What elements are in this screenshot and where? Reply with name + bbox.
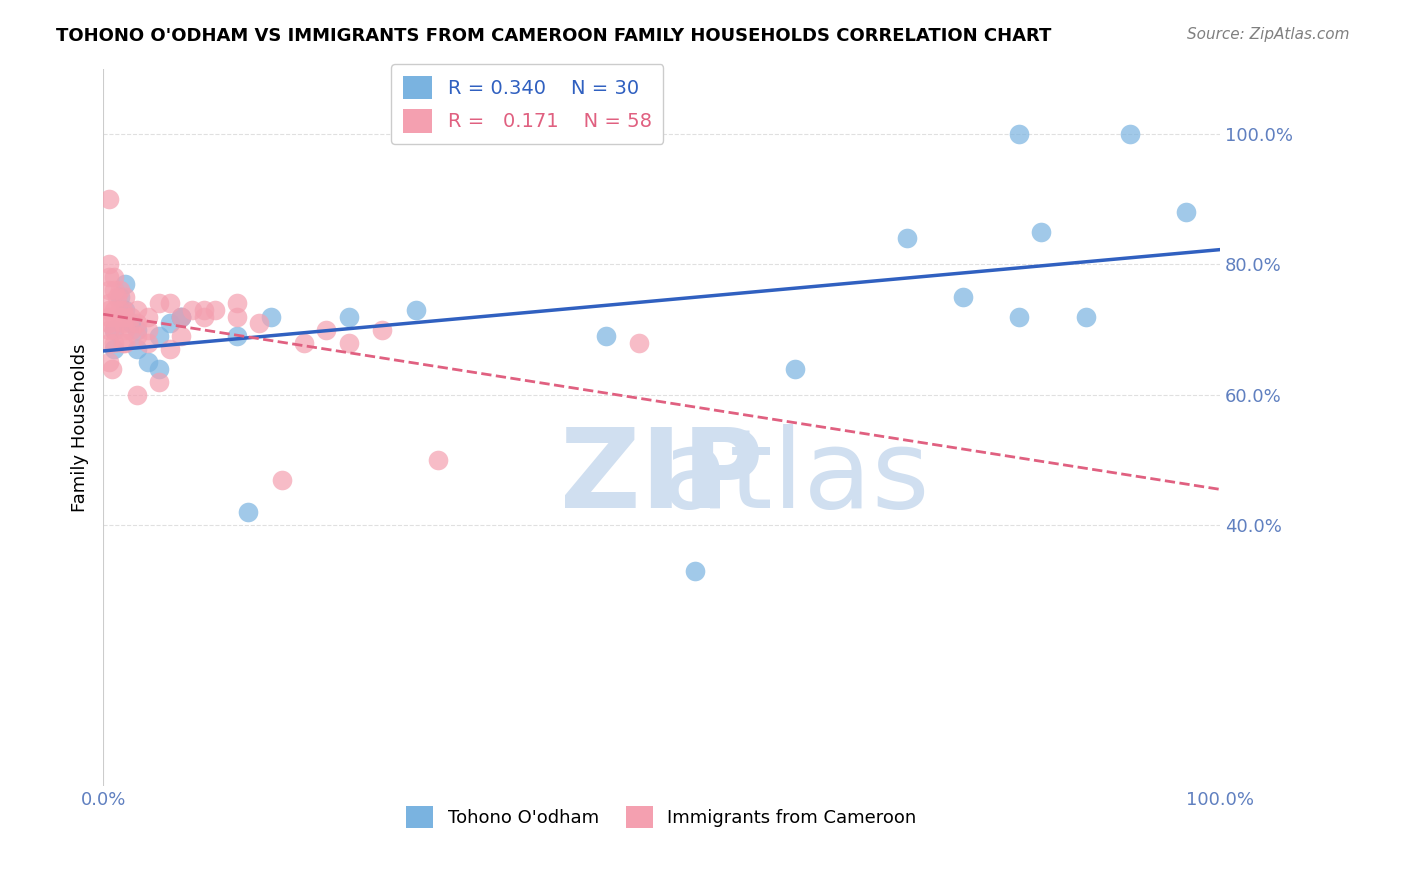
Point [97, 303, 120, 318]
Point [1008, 127, 1031, 141]
Text: TOHONO O'ODHAM VS IMMIGRANTS FROM CAMEROON FAMILY HOUSEHOLDS CORRELATION CHART: TOHONO O'ODHAM VS IMMIGRANTS FROM CAMERO… [56, 27, 1052, 45]
Point [114, 277, 136, 291]
Point [97, 270, 120, 285]
Point [103, 310, 125, 324]
Point [270, 473, 292, 487]
Point [683, 564, 706, 578]
Point [136, 323, 159, 337]
Point [97, 355, 120, 369]
Point [427, 453, 450, 467]
Point [103, 323, 125, 337]
Point [103, 270, 125, 285]
Point [125, 329, 148, 343]
Point [170, 310, 193, 324]
Point [226, 329, 249, 343]
Point [292, 335, 315, 350]
Point [112, 335, 135, 350]
Point [159, 316, 181, 330]
Point [97, 257, 120, 271]
Point [108, 284, 131, 298]
Point [170, 329, 193, 343]
Point [103, 335, 125, 350]
Point [108, 310, 131, 324]
Point [136, 310, 159, 324]
Point [125, 323, 148, 337]
Point [114, 303, 136, 318]
Point [1175, 205, 1198, 219]
Y-axis label: Family Households: Family Households [72, 343, 89, 512]
Point [249, 316, 271, 330]
Point [405, 303, 427, 318]
Point [181, 303, 204, 318]
Point [337, 335, 360, 350]
Point [120, 310, 142, 324]
Point [238, 505, 260, 519]
Point [896, 231, 918, 245]
Point [785, 361, 807, 376]
Point [97, 335, 120, 350]
Point [1008, 310, 1031, 324]
Legend: Tohono O'odham, Immigrants from Cameroon: Tohono O'odham, Immigrants from Cameroon [399, 798, 924, 835]
Point [628, 335, 651, 350]
Point [136, 335, 159, 350]
Point [97, 296, 120, 310]
Point [315, 323, 337, 337]
Point [595, 329, 617, 343]
Point [226, 310, 249, 324]
Point [259, 310, 281, 324]
Point [226, 296, 249, 310]
Point [952, 290, 974, 304]
Point [1119, 127, 1142, 141]
Point [105, 290, 128, 304]
Point [170, 310, 193, 324]
Point [114, 290, 136, 304]
Point [159, 296, 181, 310]
Point [103, 323, 125, 337]
Point [120, 323, 142, 337]
Point [148, 296, 170, 310]
Point [97, 284, 120, 298]
Point [114, 310, 136, 324]
Point [148, 329, 170, 343]
Point [97, 310, 120, 324]
Point [125, 342, 148, 356]
Text: atlas: atlas [661, 425, 929, 532]
Point [1029, 225, 1052, 239]
Point [125, 388, 148, 402]
Point [101, 361, 124, 376]
Point [103, 342, 125, 356]
Point [114, 335, 136, 350]
Point [97, 316, 120, 330]
Point [108, 290, 131, 304]
Point [170, 310, 193, 324]
Point [148, 375, 170, 389]
Text: Source: ZipAtlas.com: Source: ZipAtlas.com [1187, 27, 1350, 42]
Point [103, 303, 125, 318]
Point [193, 310, 215, 324]
Point [97, 323, 120, 337]
Point [103, 284, 125, 298]
Point [159, 342, 181, 356]
Point [112, 316, 135, 330]
Point [193, 303, 215, 318]
Point [108, 303, 131, 318]
Point [136, 355, 159, 369]
Point [97, 192, 120, 206]
Point [1074, 310, 1097, 324]
Point [204, 303, 226, 318]
Point [112, 303, 135, 318]
Point [337, 310, 360, 324]
Point [371, 323, 394, 337]
Point [114, 323, 136, 337]
Point [148, 361, 170, 376]
Point [120, 316, 142, 330]
Text: ZIP: ZIP [560, 425, 763, 532]
Point [125, 316, 148, 330]
Point [125, 303, 148, 318]
